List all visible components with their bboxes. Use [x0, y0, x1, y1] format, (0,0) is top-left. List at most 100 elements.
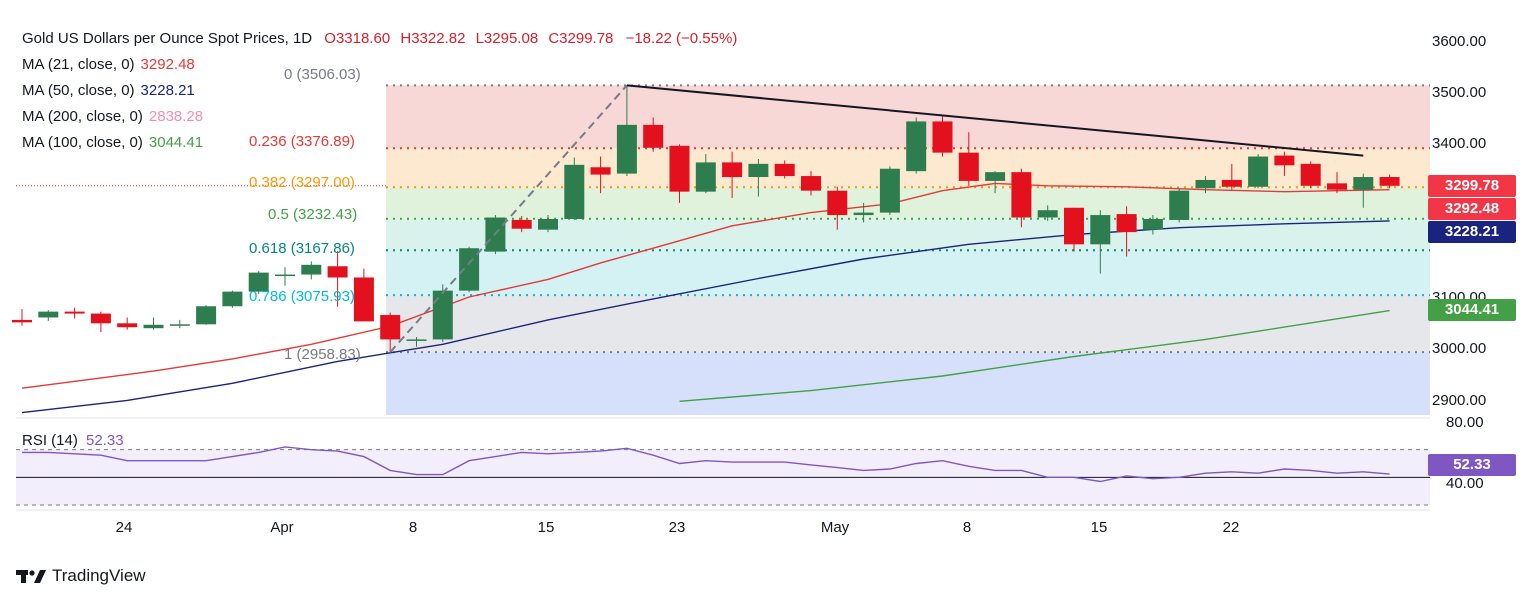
ma100-line	[679, 309, 1390, 402]
chart-header: Gold US Dollars per Ounce Spot Prices, 1…	[22, 30, 737, 47]
candle	[1142, 215, 1163, 235]
candle	[564, 157, 585, 220]
candle-body	[590, 167, 611, 175]
candle	[1011, 168, 1032, 228]
candle	[1064, 207, 1084, 252]
ma-value: 2838.28	[148, 108, 204, 125]
fib-label-0382: 0.382 (3297.00)	[249, 174, 355, 191]
candle-body	[722, 162, 743, 178]
tradingview-logo[interactable]: TradingView	[16, 566, 146, 586]
candle-body	[117, 323, 138, 328]
candle-body	[906, 121, 927, 172]
candle	[958, 132, 979, 186]
ma-legend-50[interactable]: MA (50, close, 0) 3228.21	[22, 82, 195, 99]
candlesticks	[12, 85, 1400, 353]
candle-body	[748, 163, 769, 178]
time-axis-label: Apr	[270, 519, 294, 536]
candle-body	[801, 176, 821, 191]
rsi-pane	[16, 417, 1430, 506]
candle	[1116, 206, 1137, 257]
fib-zone	[386, 187, 1430, 219]
ohlc-change: −18.22 (−0.55%)	[625, 30, 738, 47]
ma-legend-200[interactable]: MA (200, close, 0) 2838.28	[22, 108, 203, 125]
candle-body	[380, 315, 401, 340]
candle-body	[1142, 218, 1163, 230]
candle-body	[196, 306, 217, 325]
fib-label-0: 0 (3506.03)	[284, 66, 361, 83]
candle-body	[1221, 179, 1242, 187]
time-axis-label: May	[820, 519, 850, 536]
candle-body	[1037, 210, 1058, 218]
candle-body	[275, 274, 295, 277]
fib-zone	[386, 295, 1430, 353]
candle-body	[538, 218, 558, 230]
rsi-value-tag: 52.33	[1428, 454, 1516, 476]
ma-value: 3044.41	[148, 134, 204, 151]
candle-body	[643, 124, 664, 148]
brand-name: TradingView	[52, 566, 146, 585]
candle-body	[958, 152, 979, 181]
ma21-line	[21, 182, 1390, 389]
ma-label: MA (200, close, 0)	[22, 108, 143, 125]
candle	[1090, 210, 1111, 274]
candle-body	[1195, 179, 1216, 189]
candle-body	[143, 324, 164, 329]
rsi-line	[22, 446, 1390, 483]
candle-body	[879, 168, 900, 213]
candle	[38, 310, 59, 321]
candle-body	[616, 124, 637, 174]
ma-legend-100[interactable]: MA (100, close, 0) 3044.41	[22, 134, 203, 151]
candle	[932, 116, 953, 157]
candle-body	[1248, 156, 1269, 187]
candle	[1248, 154, 1269, 189]
price-tag-ma100: 3044.41	[1428, 299, 1516, 322]
price-axis-label: 3500.00	[1432, 84, 1487, 101]
price-tag-ma21: 3292.48	[1428, 197, 1516, 220]
candle-body	[1116, 214, 1137, 233]
ohlc-high: H3322.82	[400, 30, 466, 47]
candle	[64, 307, 85, 319]
candle-body	[301, 264, 322, 275]
rsi-legend[interactable]: RSI (14) 52.33	[22, 432, 124, 449]
fib-label-0618: 0.618 (3167.86)	[249, 240, 355, 257]
chart-title: Gold US Dollars per Ounce Spot Prices, 1…	[22, 30, 313, 47]
candle-body	[353, 277, 374, 322]
ma-value: 3292.48	[140, 56, 195, 73]
price-axis-label: 3600.00	[1432, 33, 1487, 50]
ma-label: MA (21, close, 0)	[22, 56, 135, 73]
fib-label-0236: 0.236 (3376.89)	[249, 133, 355, 150]
fib-label-05: 0.5 (3232.43)	[268, 206, 358, 223]
candle-body	[1379, 177, 1400, 186]
candle-body	[853, 212, 874, 216]
rsi-axis-label: 40.00	[1446, 475, 1484, 492]
tradingview-logo-icon	[16, 570, 46, 583]
candle	[12, 309, 32, 326]
candle-body	[327, 266, 348, 278]
candle-body	[222, 291, 243, 307]
ohlc-close: C3299.78	[548, 30, 614, 47]
rsi-axis-label: 80.00	[1446, 414, 1484, 431]
candle-body	[1011, 172, 1032, 218]
candle	[1221, 163, 1242, 190]
fib-label-0786: 0.786 (3075.93)	[249, 288, 355, 305]
candle	[801, 171, 821, 196]
candle-body	[1064, 207, 1084, 245]
candle	[985, 171, 1006, 194]
candle	[327, 251, 348, 307]
candle-body	[932, 121, 953, 153]
ma-legend-21[interactable]: MA (21, close, 0) 3292.48	[22, 56, 195, 73]
fib-zone	[386, 352, 1430, 415]
candle-body	[827, 190, 848, 216]
candle	[695, 154, 716, 194]
candle-body	[406, 339, 427, 341]
candle	[196, 305, 217, 325]
candle-body	[1300, 163, 1321, 186]
candle-body	[511, 219, 532, 229]
candle	[143, 317, 164, 330]
time-axis-label: 15	[1090, 519, 1108, 536]
candle-body	[985, 172, 1006, 181]
rsi-legend-value: 52.33	[86, 432, 124, 449]
candle	[248, 271, 269, 295]
ohlc-low: L3295.08	[475, 30, 539, 47]
